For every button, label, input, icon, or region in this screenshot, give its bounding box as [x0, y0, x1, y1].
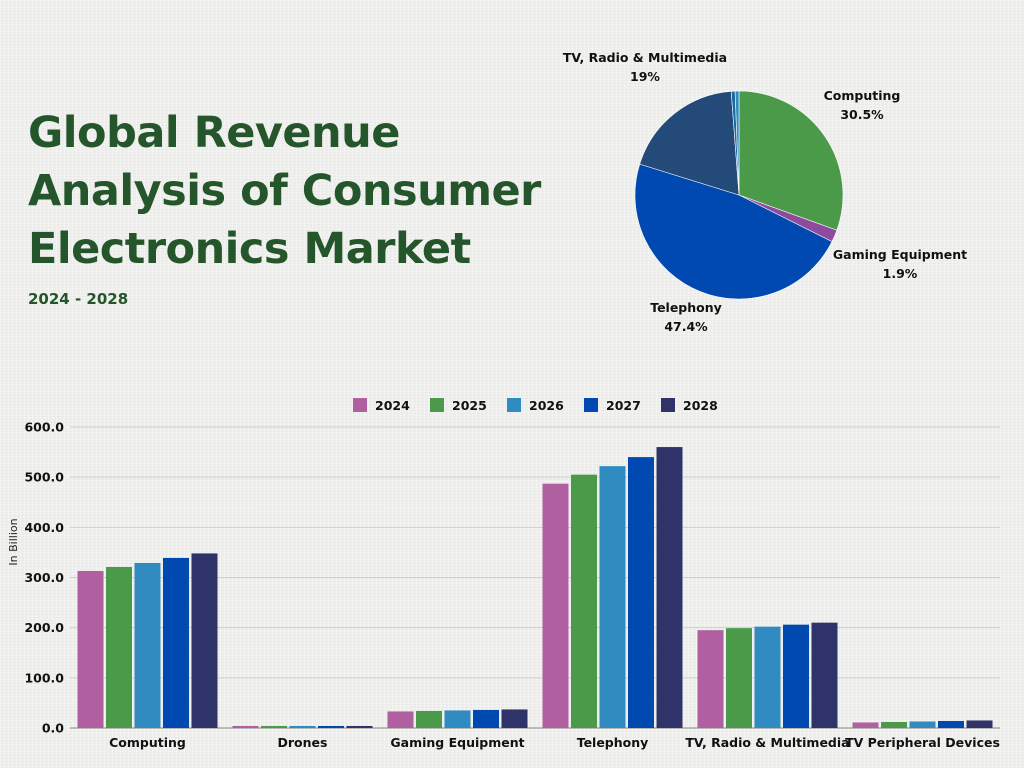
- bar-gaming-equipment-2024: [387, 711, 414, 728]
- page-subtitle: 2024 - 2028: [28, 290, 129, 308]
- bar-gaming-equipment-2026: [444, 710, 471, 728]
- bar-computing-2024: [77, 570, 104, 728]
- bar-tv-peripheral-devices-2027: [938, 720, 964, 728]
- bar-gaming-equipment-2027: [473, 709, 499, 728]
- pie-label-gaming-equipment: Gaming Equipment: [833, 247, 967, 262]
- pie-label-computing: Computing: [824, 88, 901, 103]
- x-tick-label: Computing: [109, 735, 186, 750]
- bar-drones-2024: [232, 725, 259, 728]
- y-tick-label: 500.0: [24, 470, 64, 485]
- pie-label-telephony: Telephony: [650, 300, 722, 315]
- pie-slice-computing: [738, 90, 844, 231]
- y-tick-label: 100.0: [24, 670, 64, 685]
- pie-slice-unlabeled-5: [734, 90, 740, 196]
- pie-value-telephony: 47.4%: [664, 319, 708, 334]
- y-tick-label: 300.0: [24, 570, 64, 585]
- x-tick-label: TV, Radio & Multimedia: [685, 735, 849, 750]
- bar-computing-2026: [134, 562, 161, 728]
- pie-chart: Computing 30.5% Gaming Equipment 1.9% Teleph…: [563, 50, 967, 334]
- bar-drones-2025: [261, 725, 287, 728]
- legend-swatch-2025: [430, 398, 444, 412]
- legend-label-2026: 2026: [529, 398, 564, 413]
- legend-label-2024: 2024: [375, 398, 410, 413]
- pie-slice-telephony: [634, 163, 833, 300]
- bar-tv-radio-multimedia-2027: [783, 624, 809, 728]
- pie-value-tv-radio-multimedia: 19%: [630, 69, 660, 84]
- bar-drones-2026: [289, 725, 316, 728]
- legend-label-2027: 2027: [606, 398, 641, 413]
- bar-telephony-2024: [542, 483, 569, 728]
- bar-computing-2025: [106, 566, 132, 728]
- pie-label-tv-radio-multimedia: TV, Radio & Multimedia: [563, 50, 727, 65]
- legend-swatch-2026: [507, 398, 521, 412]
- legend-swatch-2028: [661, 398, 675, 412]
- bar-tv-peripheral-devices-2024: [852, 722, 879, 728]
- x-tick-label: Gaming Equipment: [390, 735, 524, 750]
- bar-drones-2027: [318, 725, 344, 728]
- y-tick-label: 0.0: [42, 721, 64, 736]
- bar-gaming-equipment-2025: [416, 710, 442, 728]
- bar-tv-peripheral-devices-2026: [909, 721, 936, 728]
- x-tick-label: Telephony: [577, 735, 649, 750]
- pie-value-gaming-equipment: 1.9%: [883, 266, 918, 281]
- bar-tv-radio-multimedia-2024: [697, 630, 724, 728]
- x-tick-label: TV Peripheral Devices: [845, 735, 1000, 750]
- legend-swatch-2027: [584, 398, 598, 412]
- bar-computing-2028: [191, 553, 218, 728]
- bar-tv-radio-multimedia-2026: [754, 626, 781, 728]
- bar-gaming-equipment-2028: [501, 709, 528, 728]
- y-tick-label: 600.0: [24, 420, 64, 435]
- legend-swatch-2024: [353, 398, 367, 412]
- pie-slice-tv-radio-multimedia: [639, 90, 740, 196]
- bar-tv-radio-multimedia-2025: [726, 628, 752, 728]
- bar-tv-radio-multimedia-2028: [811, 622, 838, 728]
- bar-telephony-2026: [599, 466, 626, 728]
- y-axis-label: In Billion: [7, 518, 20, 565]
- bar-telephony-2028: [656, 447, 683, 728]
- bar-drones-2028: [346, 725, 373, 728]
- page-title: Global Revenue Analysis of Consumer Elec…: [28, 108, 541, 274]
- bar-telephony-2027: [628, 457, 654, 728]
- x-tick-label: Drones: [278, 735, 328, 750]
- y-tick-label: 400.0: [24, 520, 64, 535]
- pie-value-computing: 30.5%: [840, 107, 884, 122]
- bar-tv-peripheral-devices-2028: [966, 720, 993, 728]
- bar-telephony-2025: [571, 474, 597, 728]
- y-tick-label: 200.0: [24, 620, 64, 635]
- legend-label-2028: 2028: [683, 398, 718, 413]
- bar-tv-peripheral-devices-2025: [881, 721, 907, 728]
- legend-label-2025: 2025: [452, 398, 487, 413]
- bar-computing-2027: [163, 557, 189, 728]
